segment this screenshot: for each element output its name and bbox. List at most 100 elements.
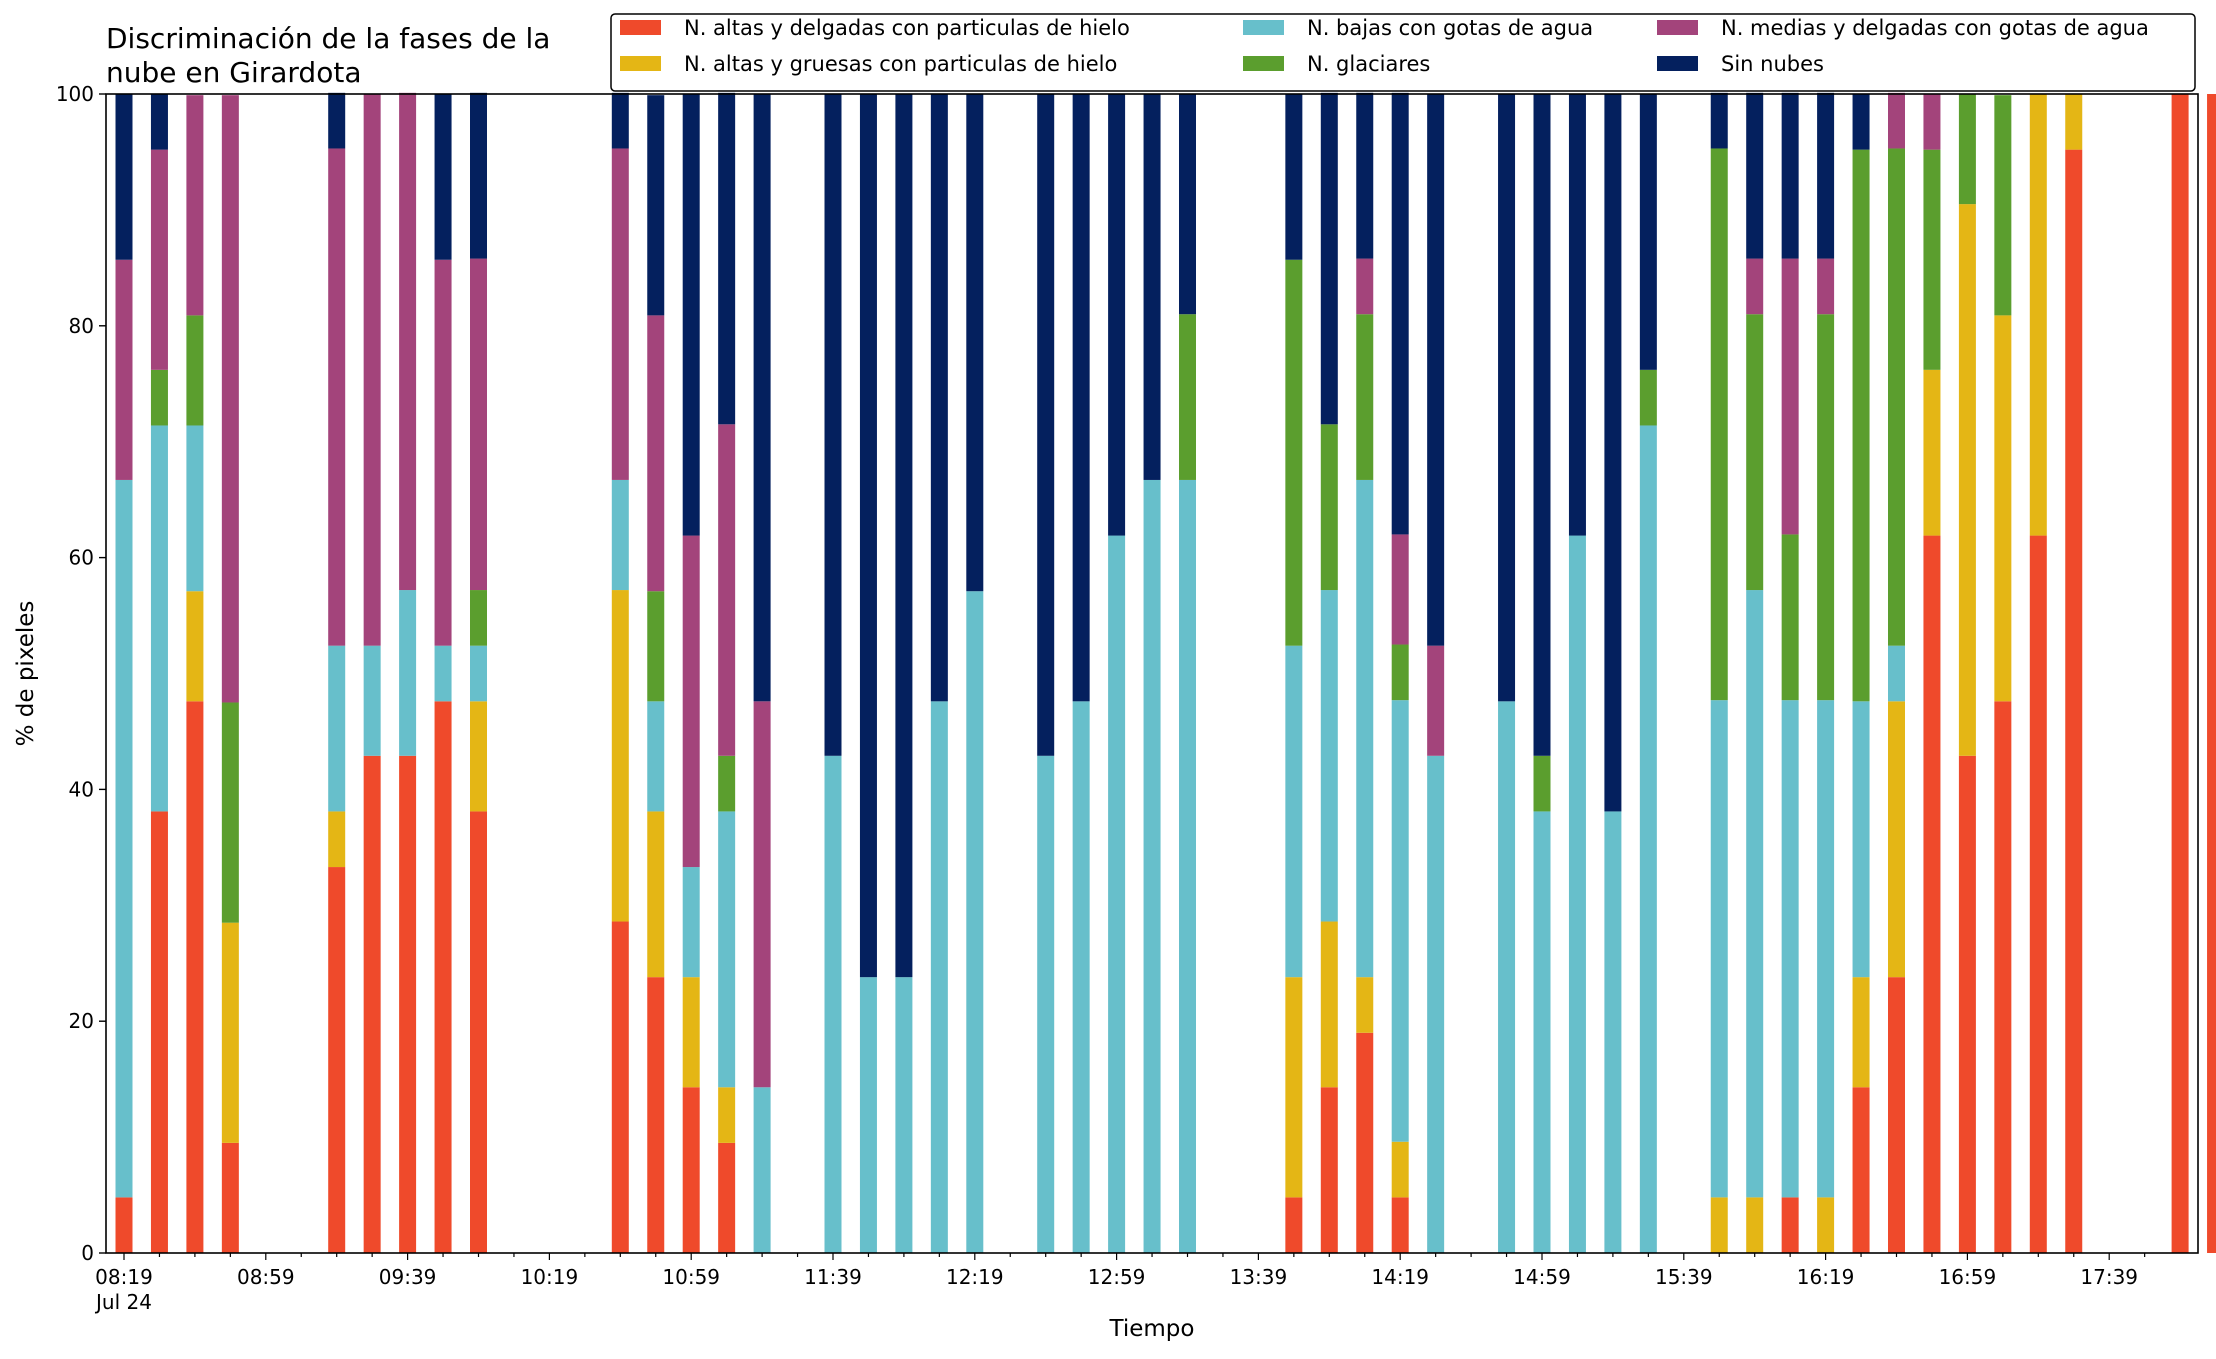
- bar-segment: [1853, 1087, 1870, 1253]
- bar-segment: [895, 977, 912, 1253]
- bar-segment: [1144, 480, 1161, 1253]
- bar-segment: [647, 701, 664, 811]
- x-tick-label: 14:19: [1371, 1265, 1429, 1289]
- bar-segment: [1923, 94, 1940, 150]
- legend-swatch: [620, 20, 661, 35]
- bar-segment: [186, 95, 203, 315]
- bar-segment: [435, 701, 452, 1253]
- bar-segment: [1392, 700, 1409, 1142]
- legend-label: N. altas y gruesas con particulas de hie…: [684, 52, 1117, 76]
- bar-segment: [1746, 93, 1763, 259]
- bar-segment: [1108, 94, 1125, 536]
- bar-segment: [1782, 534, 1799, 700]
- bar-segment: [1817, 1197, 1834, 1253]
- bar-segment: [683, 867, 700, 977]
- bar-segment: [825, 756, 842, 1253]
- bar-segment: [470, 93, 487, 259]
- bar-segment: [1888, 646, 1905, 702]
- bar-segment: [1321, 590, 1338, 921]
- x-tick-label: 10:59: [662, 1265, 720, 1289]
- bar-segment: [1782, 1197, 1799, 1253]
- bar-segment: [1569, 94, 1586, 536]
- y-axis-label: % de pixeles: [13, 601, 39, 747]
- legend-swatch: [620, 56, 661, 71]
- bar-segment: [1037, 94, 1054, 756]
- bar-segment: [435, 260, 452, 646]
- bar-segment: [151, 811, 168, 1253]
- bar-segment: [612, 590, 629, 921]
- bar-segment: [647, 315, 664, 591]
- bar-segment: [1179, 480, 1196, 1253]
- bar-segment: [399, 93, 416, 590]
- bar-segment: [1782, 93, 1799, 259]
- bar-segment: [860, 94, 877, 977]
- bar-segment: [647, 591, 664, 701]
- bar-segment: [1356, 93, 1373, 259]
- bar-segment: [1356, 1033, 1373, 1253]
- bar-segment: [718, 1087, 735, 1143]
- bar-segment: [1782, 259, 1799, 535]
- bar-segment: [1498, 701, 1515, 1253]
- y-tick-label: 40: [69, 777, 94, 801]
- legend-swatch: [1657, 56, 1698, 71]
- bar-segment: [1923, 370, 1940, 536]
- bar-segment: [399, 756, 416, 1253]
- bar-segment: [2030, 94, 2047, 536]
- bar-segment: [1356, 259, 1373, 315]
- bar-segment: [683, 1087, 700, 1253]
- bar-segment: [328, 148, 345, 645]
- bar-segment: [2172, 94, 2189, 1253]
- bar-segment: [1711, 93, 1728, 149]
- bar-segment: [364, 94, 381, 646]
- bar-segment: [1888, 148, 1905, 645]
- y-tick-label: 20: [69, 1009, 94, 1033]
- bar-segment: [754, 94, 771, 701]
- bar-segment: [1640, 94, 1657, 370]
- bar-segment: [1321, 1087, 1338, 1253]
- bar-segment: [328, 867, 345, 1253]
- bar-segment: [1427, 94, 1444, 646]
- bar-segment: [931, 701, 948, 1253]
- bar-segment: [1392, 1142, 1409, 1198]
- bar-segment: [683, 977, 700, 1087]
- y-tick-label: 60: [69, 546, 94, 570]
- bar-segment: [2065, 94, 2082, 150]
- bar-segment: [116, 260, 133, 480]
- x-tick-label: 13:39: [1230, 1265, 1288, 1289]
- legend-label: Sin nubes: [1721, 52, 1824, 76]
- bar-segment: [116, 480, 133, 1197]
- bar-segment: [186, 315, 203, 425]
- bar-segment: [1817, 314, 1834, 700]
- bar-segment: [1427, 756, 1444, 1253]
- bar-segment: [1782, 700, 1799, 1197]
- bar-segment: [966, 591, 983, 1253]
- x-tick-label: 12:59: [1088, 1265, 1146, 1289]
- bar-segment: [1108, 536, 1125, 1253]
- bar-segment: [1994, 315, 2011, 701]
- legend: N. altas y delgadas con particulas de hi…: [611, 14, 2195, 91]
- bar-segment: [1604, 811, 1621, 1253]
- bar-segment: [1498, 94, 1515, 701]
- bar-segment: [647, 95, 664, 315]
- bar-segment: [1746, 259, 1763, 315]
- x-tick-label: 14:59: [1513, 1265, 1571, 1289]
- bar-segment: [364, 646, 381, 756]
- bar-segment: [1073, 94, 1090, 701]
- bar-segment: [931, 94, 948, 701]
- bar-segment: [1285, 646, 1302, 977]
- x-tick-label: 16:19: [1797, 1265, 1855, 1289]
- bar-segment: [470, 259, 487, 590]
- bar-segment: [186, 591, 203, 701]
- bar-segment: [718, 811, 735, 1087]
- bar-segment: [1179, 314, 1196, 480]
- bar-segment: [2207, 94, 2216, 1253]
- bar-segment: [1711, 148, 1728, 700]
- bar-segment: [1746, 590, 1763, 1197]
- bar-segment: [222, 1143, 239, 1253]
- legend-swatch: [1657, 20, 1698, 35]
- bar-segment: [2065, 150, 2082, 1253]
- bar-segment: [116, 94, 133, 260]
